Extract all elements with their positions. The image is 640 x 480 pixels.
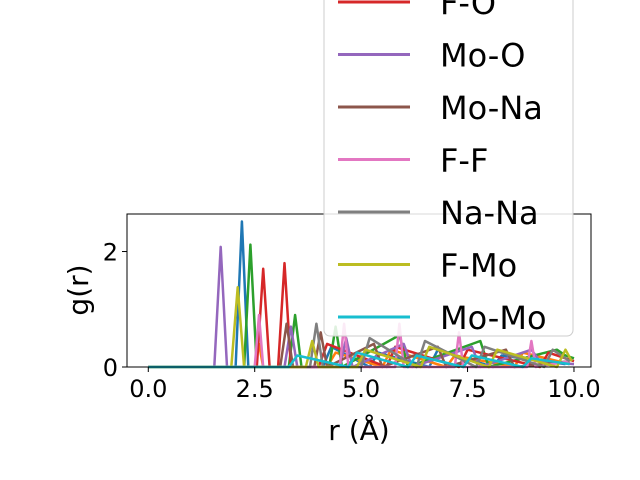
legend-label: Na-Na [440,194,539,232]
series-line-8 [148,286,573,369]
legend-label: Mo-O [440,37,525,75]
y-tick-label: 0 [103,354,118,382]
x-tick-label: 2.5 [236,375,274,403]
x-tick-label: 7.5 [448,375,486,403]
x-axis-label: r (Å) [328,413,389,447]
legend-label: Mo-Na [440,89,543,127]
legend-label: F-F [440,142,488,180]
x-axis-ticks: 0.0 2.5 5.0 7.5 10.0 [129,367,601,403]
legend-label: F-O [440,0,496,22]
y-axis-label: g(r) [62,264,95,315]
legend-frame [323,0,574,337]
y-tick-label: 2 [103,239,118,267]
x-tick-label: 10.0 [547,375,600,403]
legend-label: F-Mo [440,247,517,285]
legend-label: Mo-Mo [440,299,547,337]
x-tick-label: 5.0 [342,375,380,403]
series-layer [148,220,575,369]
legend: F-O Mo-O Mo-Na F-F Na-Na F-Mo Mo-Mo [323,0,574,337]
y-axis-ticks: 02 [103,239,127,382]
series-line-9 [148,351,570,369]
x-tick-label: 0.0 [129,375,167,403]
